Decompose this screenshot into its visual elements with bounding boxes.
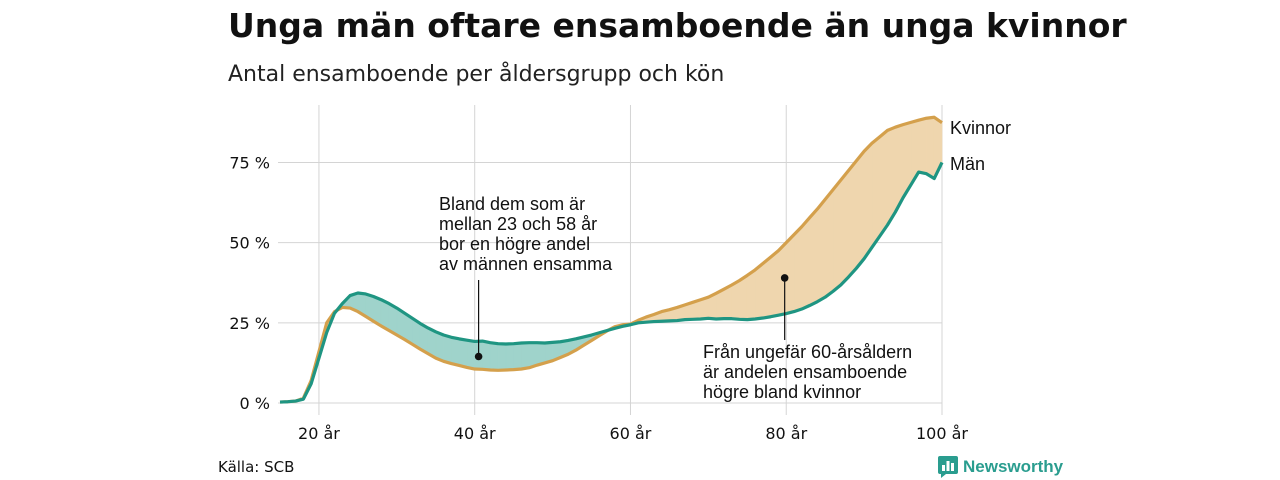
area-segment [754,262,764,320]
y-tick-label: 75 % [229,153,270,172]
annotation-text-line: Från ungefär 60-årsåldern [703,342,912,362]
x-tick-label: 80 år [765,424,807,443]
annotation-text-line: mellan 23 och 58 år [439,214,597,234]
series-label-man: Män [950,154,985,174]
area-segment [863,142,873,260]
area-segment [832,179,842,293]
area-segment [817,198,826,303]
area-segment [451,336,460,366]
x-tick-label: 60 år [610,424,652,443]
series-line-man [279,161,944,404]
area-segment [918,117,927,175]
area-segment [848,160,857,278]
area-segment [746,269,756,320]
area-segment [521,342,530,370]
area-segment [443,334,452,364]
annotation-point [474,352,483,361]
x-tick-label: 20 år [298,424,340,443]
annotation-text-line: bor en högre andel [439,234,590,254]
area-segment [887,126,896,227]
y-tick-label: 50 % [229,234,270,253]
area-segment [879,129,888,238]
x-tick-label: 40 år [454,424,496,443]
area-segment [482,340,491,371]
brand-logo[interactable]: Newsworthy [938,456,1063,478]
y-tick-label: 25 % [229,314,270,333]
source-note: Källa: SCB [218,458,295,476]
chart-subtitle: Antal ensamboende per åldersgrupp och kö… [228,62,725,87]
y-axis-ticks: 0 % 25 % 50 % 75 % [229,153,270,413]
annotation-text-line: av männen ensamma [439,254,613,274]
bar-chart-logo-icon [938,456,958,478]
area-segment [785,233,795,314]
area-segment [513,342,522,370]
series-labels: Kvinnor Män [950,118,1011,174]
area-segment [770,250,779,318]
annotation-text-line: är andelen ensamboende [703,362,907,382]
area-segment [824,188,834,298]
x-axis-ticks: 20 år 40 år 60 år 80 år 100 år [298,424,968,443]
area-segment [926,116,935,180]
area-segment [731,279,740,320]
area-segment [762,256,771,319]
brand-name: Newsworthy [963,457,1064,476]
area-segment [871,136,880,249]
annotation-point [780,274,789,282]
area-segment [739,274,748,320]
area-segment [856,150,865,270]
area-segment [809,208,818,306]
annotation-text-line: Bland dem som är [439,194,585,214]
area-segment [458,338,468,368]
y-tick-label: 0 % [240,394,270,413]
area-segment [489,342,499,371]
area-segment [505,343,514,371]
series-lines [279,115,944,404]
area-segment [840,169,849,286]
area-segment [793,225,803,313]
x-tick-label: 100 år [916,424,968,443]
area-segment [466,339,476,370]
annotation-text-line: högre bland kvinnor [703,382,861,402]
area-segment [801,216,810,310]
area-segment [497,343,507,371]
series-label-kvinnor: Kvinnor [950,118,1011,138]
chart-canvas: 0 % 25 % 50 % 75 % 20 år 40 år 60 år 80 år 100 … [229,105,1011,443]
chart-title: Unga män oftare ensamboende än unga kvin… [228,6,1127,45]
